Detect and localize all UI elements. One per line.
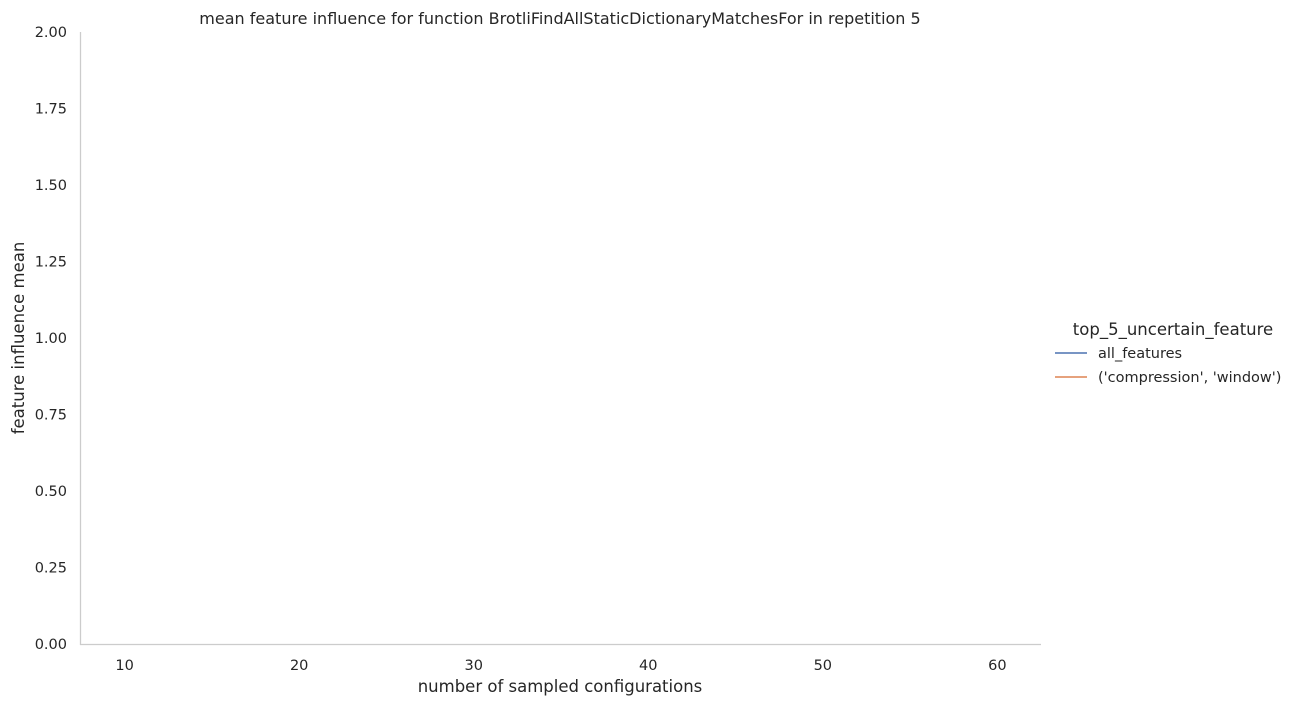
- x-tick-label: 50: [814, 658, 832, 674]
- x-axis-title: number of sampled configurations: [418, 677, 703, 696]
- y-tick-label: 2.00: [35, 25, 67, 41]
- y-tick-label: 0.25: [35, 561, 67, 577]
- plot-area: 0.00 0.25 0.50 0.75 1.00 1.25 1.50 1.75 2.00 10 2…: [35, 25, 1041, 674]
- legend: top_5_uncertain_feature all_features ('co…: [1055, 320, 1281, 386]
- x-tick-label: 40: [639, 658, 657, 674]
- x-tick-label: 20: [290, 658, 308, 674]
- x-tick-label: 10: [115, 658, 133, 674]
- y-tick-labels: 0.00 0.25 0.50 0.75 1.00 1.25 1.50 1.75 2.00: [35, 25, 67, 653]
- x-tick-label: 60: [988, 658, 1006, 674]
- legend-label: ('compression', 'window'): [1098, 370, 1281, 386]
- x-tick-labels: 10 20 30 40 50 60: [115, 658, 1006, 674]
- legend-entries: all_features ('compression', 'window'): [1055, 346, 1281, 386]
- x-tick-label: 30: [465, 658, 483, 674]
- legend-label: all_features: [1098, 346, 1182, 362]
- y-tick-label: 0.50: [35, 484, 67, 500]
- y-axis-title: feature influence mean: [9, 242, 28, 435]
- y-tick-label: 0.00: [35, 637, 67, 653]
- y-tick-label: 0.75: [35, 408, 67, 424]
- y-tick-label: 1.75: [35, 102, 67, 118]
- chart-title: mean feature influence for function Brot…: [199, 9, 920, 28]
- legend-title: top_5_uncertain_feature: [1073, 320, 1273, 340]
- y-tick-label: 1.25: [35, 255, 67, 271]
- y-tick-label: 1.50: [35, 178, 67, 194]
- y-tick-label: 1.00: [35, 331, 67, 347]
